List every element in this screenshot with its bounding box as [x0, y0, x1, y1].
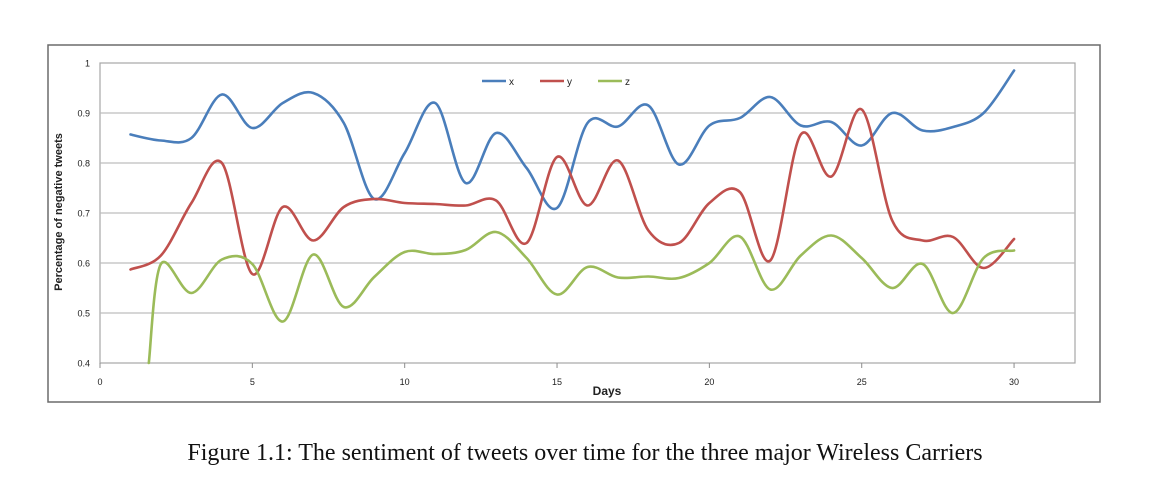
legend-label-z: z [625, 77, 630, 88]
series-line-y [129, 108, 1016, 276]
x-axis-ticks: 0 5 10 15 20 25 30 [97, 363, 1019, 387]
series-line-x [129, 69, 1016, 211]
series-line-z [147, 230, 1016, 365]
y-tick-label: 0.6 [77, 259, 90, 269]
figure-caption: Figure 1.1: The sentiment of tweets over… [187, 440, 983, 466]
y-tick-label: 0.4 [77, 359, 90, 369]
legend-label-x: x [509, 77, 514, 88]
chart-border [47, 44, 1101, 403]
x-tick-label: 20 [704, 377, 714, 387]
x-tick-label: 0 [97, 377, 102, 387]
x-axis-label: Days [593, 384, 622, 398]
y-tick-label: 0.7 [77, 209, 90, 219]
y-axis-ticks: 0.4 0.5 0.6 0.7 0.8 0.9 1 [77, 59, 90, 369]
legend-label-y: y [567, 77, 572, 88]
series-lines [129, 69, 1016, 365]
y-tick-label: 0.8 [77, 159, 90, 169]
x-tick-label: 10 [400, 377, 410, 387]
y-tick-label: 0.5 [77, 309, 90, 319]
x-tick-label: 15 [552, 377, 562, 387]
legend: x y z [482, 77, 630, 88]
x-tick-label: 5 [250, 377, 255, 387]
x-tick-label: 30 [1009, 377, 1019, 387]
y-tick-label: 0.9 [77, 109, 90, 119]
x-tick-label: 25 [857, 377, 867, 387]
y-tick-label: 1 [85, 59, 90, 69]
y-axis-label: Percentage of negative tweets [53, 133, 65, 291]
